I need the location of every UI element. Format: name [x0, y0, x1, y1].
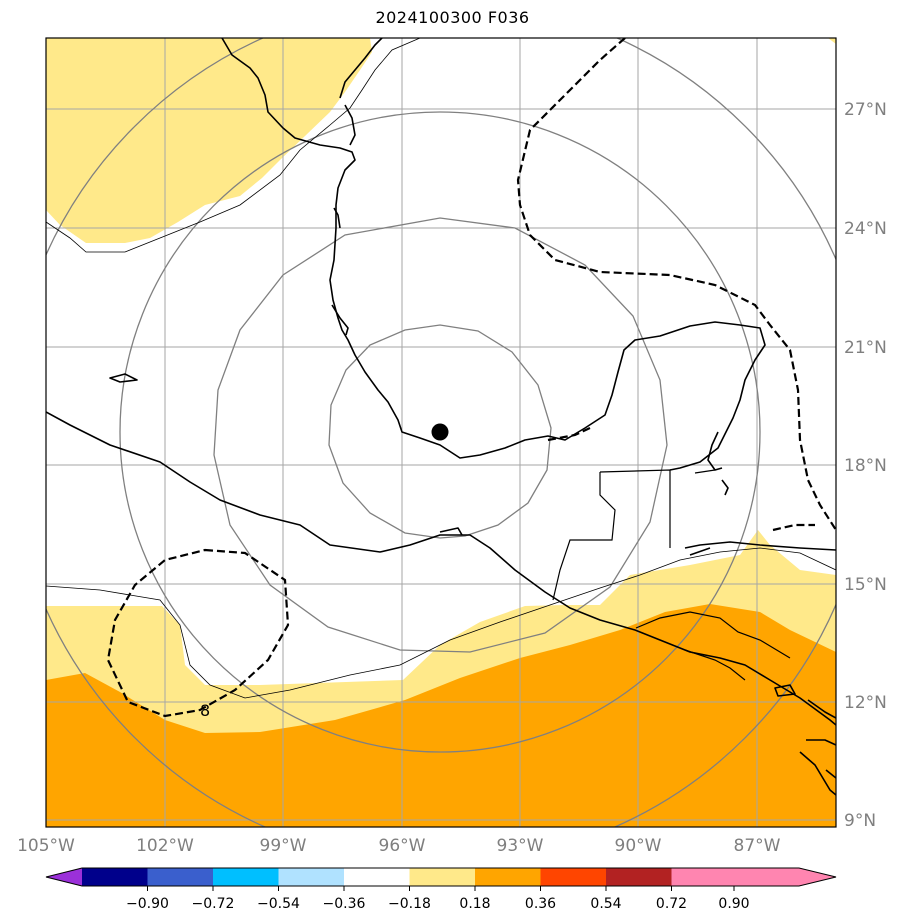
range-rings	[46, 38, 836, 827]
colorbar-label: −0.54	[257, 896, 300, 912]
lon-label: 102°W	[136, 836, 194, 856]
map-frame	[45, 37, 837, 828]
lat-label: 18°N	[844, 456, 887, 476]
lon-label: 96°W	[379, 836, 426, 856]
map-title: 2024100300 F036	[375, 8, 530, 27]
colorbar-segment	[475, 868, 541, 886]
colorbar-label: 0.36	[525, 896, 556, 912]
colorbar-right-extension	[799, 868, 836, 886]
coastlines	[46, 38, 836, 796]
lon-label: 90°W	[615, 836, 662, 856]
lon-label: 99°W	[260, 836, 307, 856]
colorbar-label: −0.18	[388, 896, 431, 912]
colorbar-segment	[82, 868, 148, 886]
colorbar-segment	[147, 868, 213, 886]
shaded-region-north	[46, 38, 372, 243]
lon-label: 87°W	[734, 836, 781, 856]
colorbar-label: 0.72	[656, 896, 687, 912]
colorbar-segment	[278, 868, 344, 886]
colorbar-label: −0.36	[323, 896, 366, 912]
lon-label: 93°W	[497, 836, 544, 856]
lat-label: 21°N	[844, 338, 887, 358]
colorbar-left-extension	[46, 868, 82, 886]
lat-label: 9°N	[844, 811, 876, 831]
colorbar-label: −0.72	[192, 896, 235, 912]
colorbar-ticks	[147, 886, 735, 891]
colorbar-label: 0.90	[718, 896, 749, 912]
colorbar-segment	[671, 868, 734, 886]
storm-center-marker	[431, 423, 449, 441]
dashed-contours	[106, 38, 836, 718]
map-area: 8	[46, 38, 836, 827]
contour-label: 8	[200, 701, 210, 720]
lat-label: 15°N	[844, 575, 887, 595]
colorbar-segment	[213, 868, 279, 886]
lat-label: 12°N	[844, 693, 887, 713]
colorbar-segment	[409, 868, 475, 886]
thin-contours	[46, 38, 836, 699]
colorbar-outline	[45, 867, 837, 887]
colorbar-label: 0.18	[459, 896, 490, 912]
lon-label: 105°W	[17, 836, 75, 856]
latitude-labels: 27°N 24°N 21°N 18°N 15°N 12°N 9°N	[844, 100, 887, 831]
colorbar-segment	[540, 868, 606, 886]
colorbar-segment	[734, 868, 799, 886]
colorbar-segment	[344, 868, 410, 886]
lat-label: 27°N	[844, 100, 887, 120]
lat-label: 24°N	[844, 219, 887, 239]
longitude-labels: 105°W 102°W 99°W 96°W 93°W 90°W 87°W	[17, 836, 781, 856]
colorbar-segment	[606, 868, 672, 886]
colorbar: −0.90 −0.72 −0.54 −0.36 −0.18 0.18 0.36 …	[45, 867, 837, 912]
shaded-region-ne-corner	[828, 38, 836, 44]
borders	[552, 469, 791, 681]
colorbar-label: 0.54	[590, 896, 621, 912]
colorbar-label: −0.90	[126, 896, 169, 912]
